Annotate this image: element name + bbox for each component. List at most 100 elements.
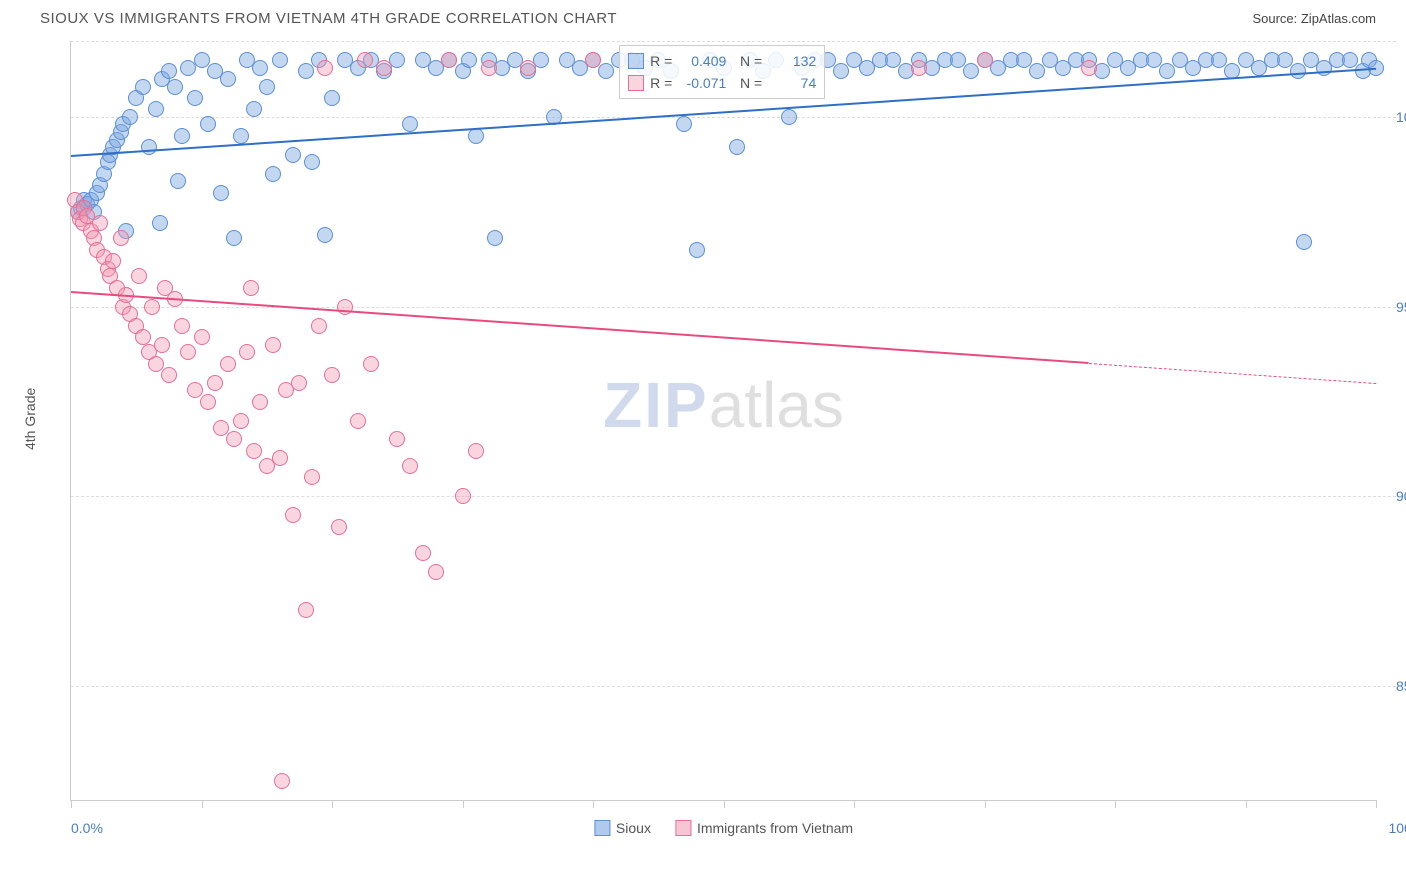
data-point: [1211, 52, 1227, 68]
data-point: [265, 337, 281, 353]
data-point: [246, 101, 262, 117]
data-point: [415, 545, 431, 561]
data-point: [1016, 52, 1032, 68]
data-point: [213, 420, 229, 436]
x-tick: [332, 800, 333, 808]
n-value: 74: [768, 72, 816, 94]
data-point: [304, 154, 320, 170]
data-point: [291, 375, 307, 391]
data-point: [963, 63, 979, 79]
data-point: [520, 60, 536, 76]
data-point: [239, 344, 255, 360]
data-point: [233, 128, 249, 144]
data-point: [885, 52, 901, 68]
data-point: [311, 318, 327, 334]
data-point: [676, 116, 692, 132]
data-point: [174, 318, 190, 334]
data-point: [1081, 60, 1097, 76]
x-min-label: 0.0%: [71, 820, 103, 836]
data-point: [317, 60, 333, 76]
gridline: [71, 117, 1396, 118]
data-point: [135, 329, 151, 345]
legend-label: Immigrants from Vietnam: [697, 820, 853, 836]
n-label: N =: [732, 72, 762, 94]
data-point: [187, 382, 203, 398]
r-value: -0.071: [678, 72, 726, 94]
y-axis-title: 4th Grade: [22, 388, 38, 450]
data-point: [131, 268, 147, 284]
data-point: [729, 139, 745, 155]
data-point: [152, 215, 168, 231]
data-point: [220, 356, 236, 372]
data-point: [194, 329, 210, 345]
watermark: ZIPatlas: [603, 368, 844, 442]
data-point: [200, 394, 216, 410]
gridline: [71, 496, 1396, 497]
data-point: [833, 63, 849, 79]
data-point: [487, 230, 503, 246]
data-point: [950, 52, 966, 68]
data-point: [298, 602, 314, 618]
data-point: [167, 79, 183, 95]
r-value: 0.409: [678, 50, 726, 72]
data-point: [455, 488, 471, 504]
source-attribution: Source: ZipAtlas.com: [1252, 11, 1376, 26]
y-tick-label: 85.0%: [1396, 678, 1406, 694]
data-point: [252, 60, 268, 76]
data-point: [481, 60, 497, 76]
x-max-label: 100.0%: [1389, 820, 1406, 836]
data-point: [200, 116, 216, 132]
data-point: [428, 564, 444, 580]
data-point: [122, 109, 138, 125]
data-point: [585, 52, 601, 68]
r-label: R =: [650, 50, 672, 72]
data-point: [376, 60, 392, 76]
legend-item: Sioux: [594, 820, 651, 836]
series-legend: Sioux Immigrants from Vietnam: [594, 820, 853, 836]
legend-swatch: [675, 820, 691, 836]
data-point: [274, 773, 290, 789]
data-point: [441, 52, 457, 68]
gridline: [71, 686, 1396, 687]
legend-swatch: [628, 53, 644, 69]
data-point: [689, 242, 705, 258]
data-point: [272, 52, 288, 68]
data-point: [233, 413, 249, 429]
trend-line: [71, 291, 1089, 364]
data-point: [144, 299, 160, 315]
data-point: [141, 139, 157, 155]
data-point: [170, 173, 186, 189]
data-point: [304, 469, 320, 485]
data-point: [1342, 52, 1358, 68]
data-point: [226, 230, 242, 246]
data-point: [1296, 234, 1312, 250]
data-point: [468, 443, 484, 459]
legend-swatch: [628, 75, 644, 91]
data-point: [324, 367, 340, 383]
chart-title: SIOUX VS IMMIGRANTS FROM VIETNAM 4TH GRA…: [40, 10, 617, 27]
data-point: [243, 280, 259, 296]
y-tick-label: 95.0%: [1396, 299, 1406, 315]
data-point: [154, 337, 170, 353]
legend-row: R =-0.071 N =74: [628, 72, 816, 94]
data-point: [272, 450, 288, 466]
data-point: [1146, 52, 1162, 68]
data-point: [1029, 63, 1045, 79]
x-tick: [1376, 800, 1377, 808]
x-tick: [1246, 800, 1247, 808]
legend-label: Sioux: [616, 820, 651, 836]
data-point: [220, 71, 236, 87]
data-point: [1277, 52, 1293, 68]
data-point: [194, 52, 210, 68]
legend-swatch: [594, 820, 610, 836]
data-point: [317, 227, 333, 243]
x-tick: [854, 800, 855, 808]
data-point: [246, 443, 262, 459]
gridline: [71, 41, 1396, 42]
x-tick: [593, 800, 594, 808]
x-tick: [985, 800, 986, 808]
data-point: [331, 519, 347, 535]
data-point: [226, 431, 242, 447]
data-point: [324, 90, 340, 106]
data-point: [259, 79, 275, 95]
